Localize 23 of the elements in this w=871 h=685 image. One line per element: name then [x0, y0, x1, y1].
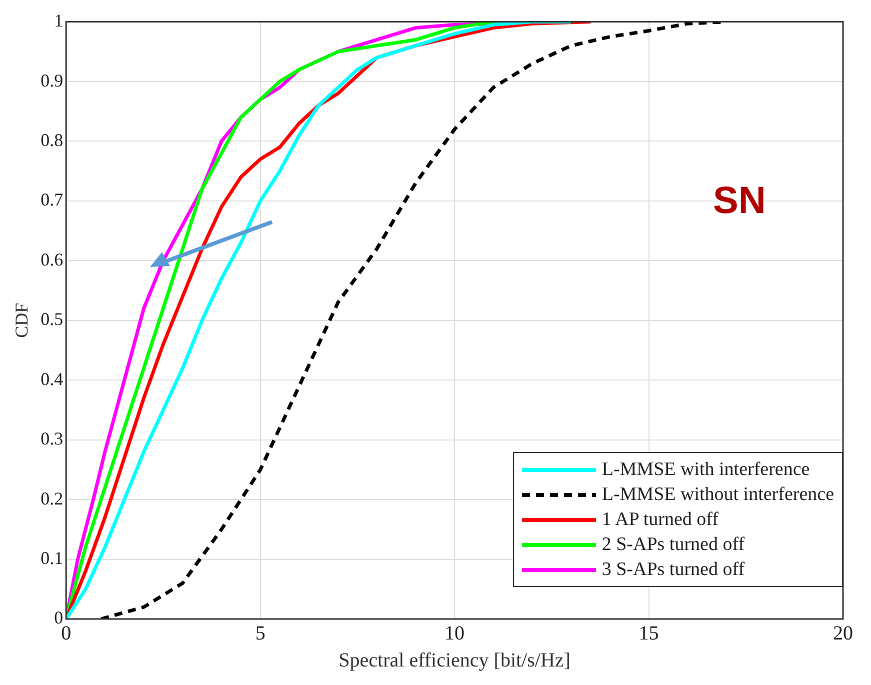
y-tick-label: 0.1 [40, 548, 64, 568]
x-axis-title: Spectral efficiency [bit/s/Hz] [338, 649, 570, 672]
y-tick-label: 1 [54, 10, 64, 31]
x-tick-label: 5 [255, 622, 266, 644]
y-tick-label: 0.7 [40, 190, 64, 210]
legend-label: L-MMSE without interference [602, 484, 834, 506]
legend-label: 1 AP turned off [602, 508, 718, 530]
y-tick-label: 0.3 [40, 428, 64, 449]
legend-label: L-MMSE with interference [602, 458, 810, 480]
y-tick-label: 0.6 [40, 249, 64, 270]
x-tick-label: 20 [833, 622, 853, 644]
annotation: SN [713, 180, 766, 223]
x-tick-label: 15 [638, 622, 659, 644]
y-axis-title: CDF [12, 302, 32, 338]
y-tick-label: 0.5 [40, 309, 64, 330]
y-tick-label: 0.2 [40, 488, 64, 508]
legend-label: 3 S-APs turned off [602, 558, 745, 580]
y-tick-label: 0.4 [40, 368, 64, 389]
x-tick-label: 10 [444, 622, 465, 644]
y-tick-label: 0.9 [40, 70, 64, 90]
y-tick-label: 0 [54, 608, 64, 628]
legend-label: 2 S-APs turned off [602, 534, 745, 556]
y-tick-label: 0.8 [40, 130, 64, 150]
